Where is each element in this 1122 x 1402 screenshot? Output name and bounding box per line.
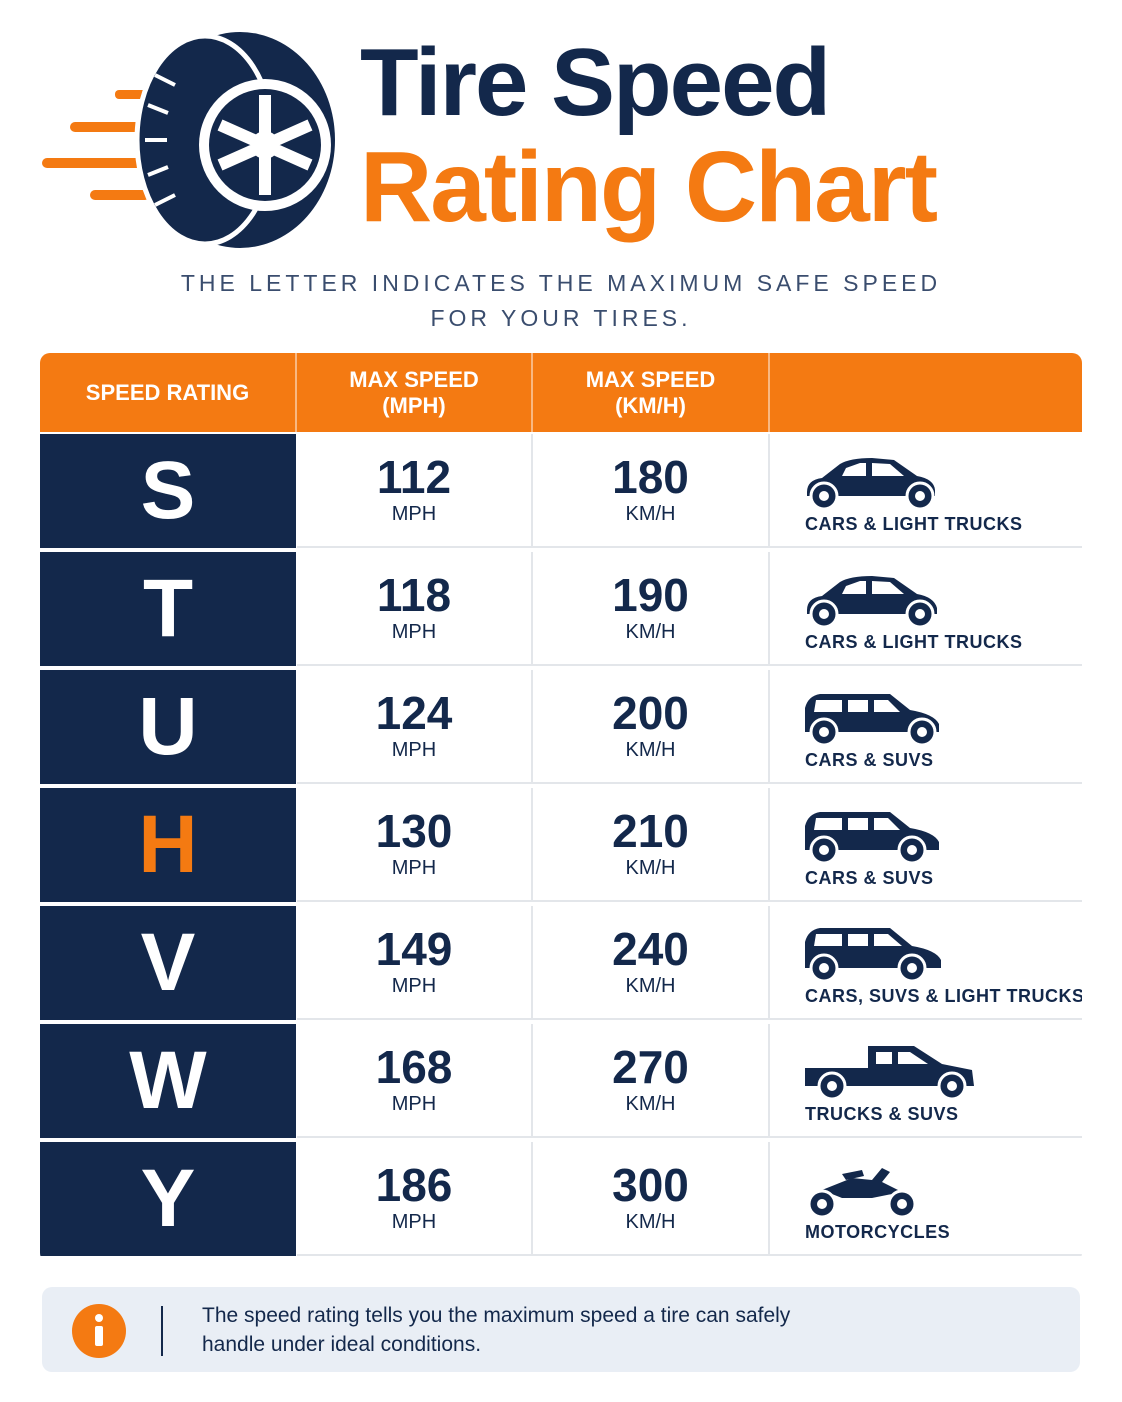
speed-value: 118 — [376, 569, 452, 621]
speed-unit: KM/H — [625, 503, 676, 525]
header-cell: MAX SPEED (MPH) — [297, 353, 533, 432]
speed-unit: MPH — [391, 621, 437, 643]
speed-unit: KM/H — [625, 1211, 676, 1233]
vehicle-type: MOTORCYCLES — [805, 1222, 951, 1242]
speed-value: 149 — [375, 923, 453, 975]
speed-unit: MPH — [391, 1093, 437, 1115]
speed-unit: KM/H — [625, 857, 676, 879]
speed-unit: MPH — [391, 503, 437, 525]
speed-unit: KM/H — [625, 621, 676, 643]
header-text: SPEED RATING — [85, 379, 250, 405]
note-text: The speed rating tells you the maximum s… — [202, 1301, 790, 1359]
speed-rating: T — [40, 552, 296, 666]
speed-unit: MPH — [391, 739, 437, 761]
info-icon — [72, 1304, 163, 1358]
note-line: handle under ideal conditions. — [202, 1333, 482, 1356]
header-text: (KM/H) — [615, 392, 686, 418]
vehicle-icon — [807, 458, 935, 511]
speed-value: 200 — [612, 687, 689, 739]
table-row: V 149 MPH 240 KM/H CARS, SUVS & LIGHT TRUCKS — [40, 906, 1082, 1022]
speed-rating: V — [40, 906, 296, 1020]
speed-cell: 112 MPH — [297, 434, 533, 548]
speed-value: 270 — [612, 1041, 689, 1093]
table-row: U 124 MPH 200 KM/H CARS & SUVS — [40, 670, 1082, 786]
speed-unit: MPH — [391, 857, 437, 879]
speed-cell: 168 MPH — [297, 1024, 533, 1138]
speed-unit: KM/H — [625, 1093, 676, 1115]
table-row: Y 186 MPH 300 KM/H MOTORCYCLES — [40, 1142, 1082, 1258]
speed-unit: KM/H — [625, 975, 676, 997]
speed-unit: MPH — [391, 1211, 437, 1233]
speed-rating: H — [40, 788, 296, 902]
vehicle-icon — [805, 1046, 974, 1101]
speed-rating: W — [40, 1024, 296, 1138]
speed-value: 186 — [375, 1159, 453, 1211]
vehicle-cell: CARS, SUVS & LIGHT TRUCKS — [770, 906, 1082, 1020]
speed-value: 112 — [376, 451, 452, 503]
title: Rating Chart — [360, 131, 938, 243]
speed-cell: 240 KM/H — [533, 906, 770, 1020]
header-text: MAX SPEED — [585, 366, 716, 392]
tire-logo — [42, 32, 335, 248]
speed-value: 300 — [612, 1159, 689, 1211]
header-cell — [770, 353, 1082, 432]
speed-cell: 190 KM/H — [533, 552, 770, 666]
header-text: MAX SPEED — [349, 366, 479, 392]
vehicle-cell: CARS & LIGHT TRUCKS — [770, 552, 1082, 666]
table-row: H 130 MPH 210 KM/H CARS & SUVS — [40, 788, 1082, 904]
header-text: (MPH) — [382, 392, 446, 418]
vehicle-cell: CARS & SUVS — [770, 788, 1082, 902]
vehicle-type: TRUCKS & SUVS — [805, 1104, 959, 1124]
speed-cell: 300 KM/H — [533, 1142, 770, 1256]
speed-cell: 118 MPH — [297, 552, 533, 666]
subtitle: THE LETTER INDICATES THE MAXIMUM SAFE SP… — [180, 270, 942, 296]
vehicle-cell: CARS & LIGHT TRUCKS — [770, 434, 1082, 548]
speed-rating: Y — [40, 1142, 296, 1256]
speed-value: 124 — [375, 687, 453, 739]
table-row: W 168 MPH 270 KM/H TRUCKS & SUVS — [40, 1024, 1082, 1140]
speed-rating: U — [40, 670, 296, 784]
vehicle-icon — [805, 812, 939, 865]
vehicle-cell: TRUCKS & SUVS — [770, 1024, 1082, 1138]
vehicle-type: CARS, SUVS & LIGHT TRUCKS — [805, 986, 1082, 1006]
speed-cell: 130 MPH — [297, 788, 533, 902]
table-row: T 118 MPH 190 KM/H CARS & LIGHT TRUCKS — [40, 552, 1082, 668]
speed-cell: 149 MPH — [297, 906, 533, 1020]
header-cell: MAX SPEED (KM/H) — [533, 353, 770, 432]
vehicle-cell: CARS & SUVS — [770, 670, 1082, 784]
table: SPEED RATING MAX SPEED (MPH) MAX SPEED (KM/H… — [40, 353, 1082, 1263]
speed-cell: 200 KM/H — [533, 670, 770, 784]
info-note: The speed rating tells you the maximum s… — [42, 1287, 1080, 1372]
vehicle-type: CARS & LIGHT TRUCKS — [805, 514, 1023, 534]
vehicle-cell: MOTORCYCLES — [770, 1142, 1082, 1256]
vehicle-type: CARS & SUVS — [805, 868, 934, 888]
header-cell: SPEED RATING — [40, 353, 297, 432]
speed-rating: S — [40, 434, 296, 548]
vehicle-icon — [805, 694, 939, 747]
vehicle-type: CARS & SUVS — [805, 750, 934, 770]
speed-cell: 270 KM/H — [533, 1024, 770, 1138]
speed-value: 210 — [612, 805, 689, 857]
speed-value: 240 — [612, 923, 689, 975]
vehicle-type: CARS & LIGHT TRUCKS — [805, 632, 1023, 652]
speed-value: 130 — [375, 805, 453, 857]
title: Tire Speed — [360, 29, 831, 136]
speed-cell: 210 KM/H — [533, 788, 770, 902]
speed-cell: 180 KM/H — [533, 434, 770, 548]
table-row: S 112 MPH 180 KM/H CARS & LIGHT TRUCKS — [40, 434, 1082, 550]
speed-value: 180 — [612, 451, 689, 503]
note-line: The speed rating tells you the maximum s… — [202, 1304, 791, 1327]
subtitle: FOR YOUR TIRES. — [430, 305, 692, 331]
speed-value: 190 — [612, 569, 689, 621]
speed-unit: MPH — [391, 975, 437, 997]
speed-unit: KM/H — [625, 739, 676, 761]
speed-cell: 186 MPH — [297, 1142, 533, 1256]
vehicle-icon — [807, 576, 937, 629]
speed-value: 168 — [375, 1041, 453, 1093]
speed-cell: 124 MPH — [297, 670, 533, 784]
vehicle-icon — [805, 928, 941, 983]
vehicle-icon — [807, 1168, 917, 1219]
